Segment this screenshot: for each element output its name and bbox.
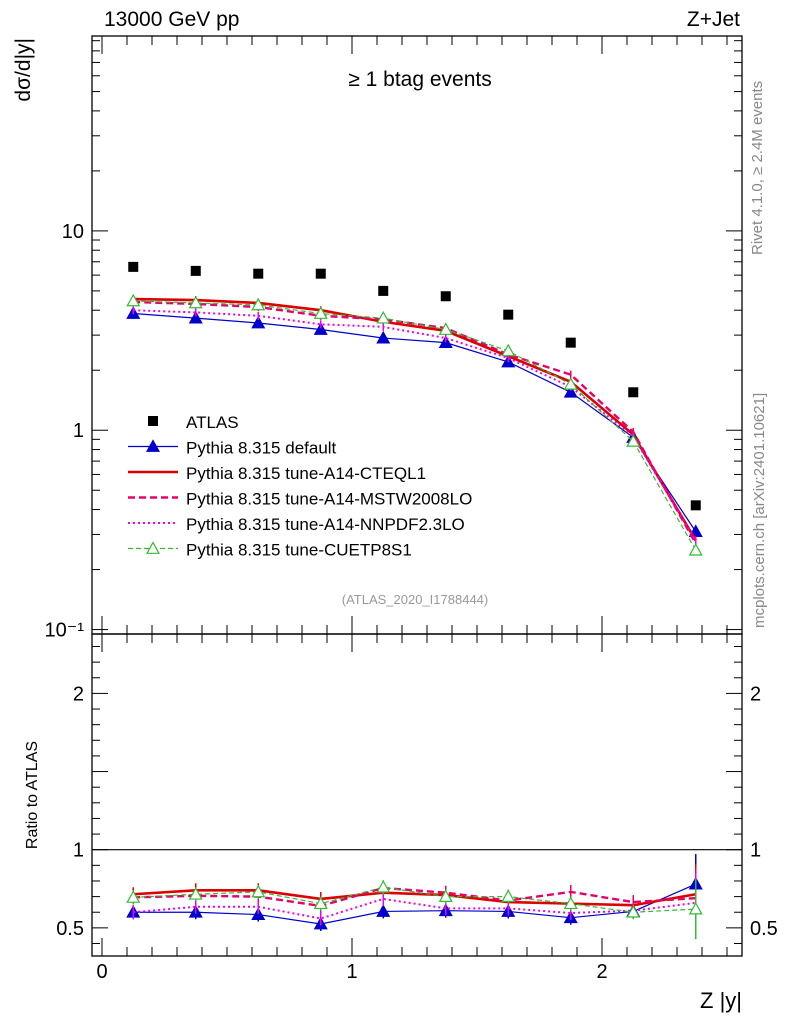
ratio-point [376,879,391,893]
data-point [188,310,203,324]
legend-marker [145,541,161,554]
data-point [313,306,328,319]
data-point [190,265,201,276]
data-point [251,315,266,329]
data-point [563,385,578,398]
data-point [253,268,264,279]
ratio-point [438,889,453,903]
ratio-series-line [133,889,696,907]
main-y-tick-label: 10⁻¹ [45,620,85,642]
data-point [188,295,203,309]
ratio-point [313,896,328,910]
ratio-series-line [133,883,696,925]
legend-entry: ATLAS [148,413,239,432]
data-point [438,322,453,335]
ratio-point [563,896,578,910]
x-tick-label: 0 [96,961,107,983]
ratio-plot-area [126,854,703,940]
main-y-axis-title: dσ/d|y| [12,38,35,102]
ratio-y-tick-label-right: 2 [750,683,761,705]
ratio-point [188,887,203,900]
ratio-series-line [133,886,696,908]
ratio-frame [91,633,743,957]
data-point [251,297,266,311]
axes: 10 1 10⁻¹ 2 2 1 1 0.5 0.5 0 1 2 [45,36,778,983]
ratio-y-axis-title: Ratio to ATLAS [24,741,41,849]
ratio-point [626,904,641,918]
energy-label: 13000 GeV pp [104,8,239,31]
data-point [315,268,326,279]
data-point [626,434,641,447]
ratio-y-tick-label: 0.5 [56,918,84,940]
data-point [563,377,578,390]
ratio-point [251,884,266,898]
main-plot-area [126,261,703,556]
data-point [690,500,701,511]
main-y-tick-label: 10 [62,221,84,243]
legend-entry: Pythia 8.315 tune-CUETP8S1 [128,541,412,560]
legend-entry: Pythia 8.315 tune-A14-MSTW2008LO [128,490,472,509]
legend-label: Pythia 8.315 tune-A14-CTEQL1 [186,464,426,483]
legend-label: Pythia 8.315 default [186,439,337,458]
data-point [501,343,516,357]
ratio-point [501,889,516,903]
ratio-series-line [133,897,696,920]
series-line [133,300,697,551]
data-point [376,330,391,344]
rivet-label: Rivet 4.1.0, ≥ 2.4M events [749,81,766,255]
ratio-point [126,890,141,903]
ratio-y-tick-label-right: 1 [750,840,761,862]
data-point [378,285,389,296]
legend-entry: Pythia 8.315 tune-A14-CTEQL1 [128,464,426,483]
legend-marker [145,439,161,452]
ratio-y-tick-label: 2 [73,683,84,705]
legend-label: Pythia 8.315 tune-A14-NNPDF2.3LO [186,515,465,534]
legend-label: ATLAS [186,413,239,432]
series-line [133,300,697,545]
data-point [376,310,391,324]
series-0 [128,261,701,511]
series-line [133,297,697,542]
data-point [688,543,703,556]
x-tick-label: 1 [346,961,357,983]
x-tick-label: 2 [596,961,607,983]
data-point [313,322,328,335]
analysis-id: (ATLAS_2020_I1788444) [342,592,488,607]
ratio-y-tick-label: 1 [73,840,84,862]
legend-label: Pythia 8.315 tune-CUETP8S1 [186,541,412,560]
ratio-series-line [133,886,696,913]
series-5 [126,293,703,556]
x-axis-title: Z |y| [700,988,742,1013]
series-line [133,312,697,532]
data-point [628,387,639,398]
ratio-y-tick-label-right: 0.5 [750,918,778,940]
data-point [503,309,514,320]
ratio-point [688,901,703,915]
main-y-tick-label: 1 [73,420,84,442]
data-point [440,291,451,302]
process-label: Z+Jet [687,8,740,31]
data-point [128,261,139,272]
data-point [565,337,576,348]
legend: ATLAS Pythia 8.315 default Pythia 8.315 tu… [128,413,472,560]
selection-label: ≥ 1 btag events [348,68,491,91]
legend-entry: Pythia 8.315 default [128,439,337,458]
ratio-point [376,904,391,917]
legend-entry: Pythia 8.315 tune-A14-NNPDF2.3LO [128,515,465,534]
ratio-point [251,907,266,920]
data-point [126,293,141,307]
ratio-series-4 [126,879,703,940]
legend-marker [148,416,158,426]
legend-label: Pythia 8.315 tune-A14-MSTW2008LO [186,490,472,509]
mcplots-label: mcplots.cern.ch [arXiv:2401.10621] [751,393,768,628]
